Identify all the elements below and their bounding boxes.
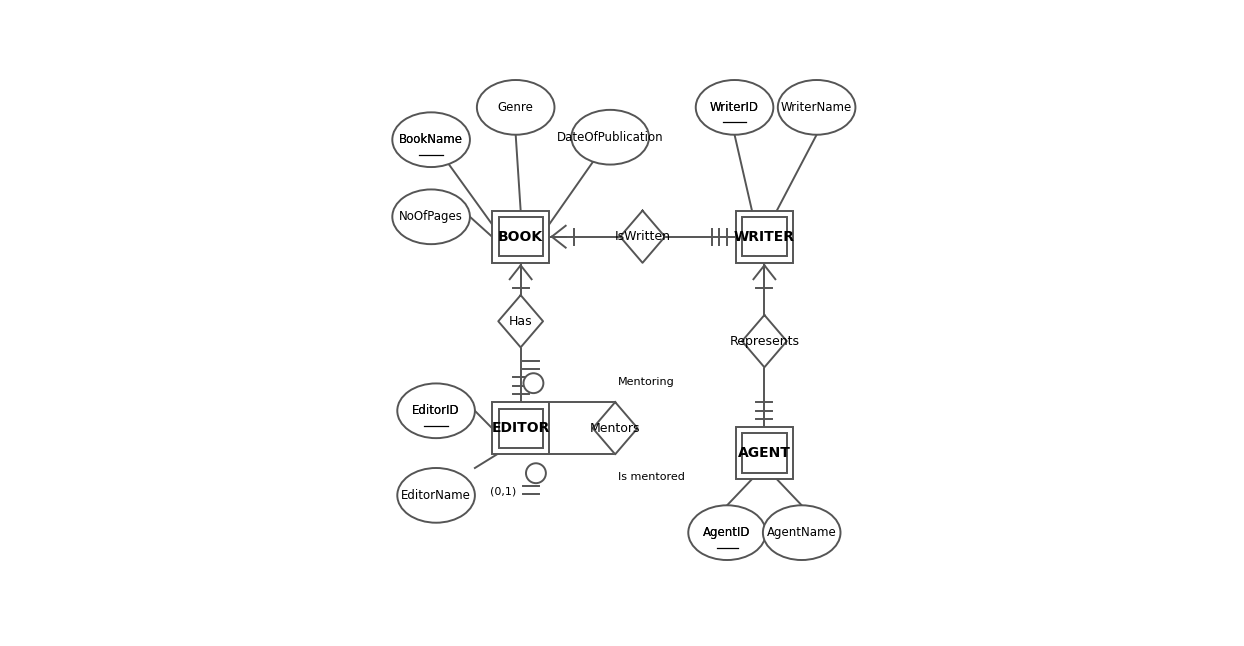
Text: EditorID: EditorID: [412, 404, 460, 417]
Text: Is mentored: Is mentored: [618, 472, 684, 482]
Text: WriterID: WriterID: [710, 101, 759, 114]
Text: DateOfPublication: DateOfPublication: [557, 130, 663, 143]
Ellipse shape: [778, 80, 856, 135]
Bar: [735, 211, 792, 263]
Bar: [493, 211, 550, 263]
Bar: [499, 408, 542, 448]
Text: EditorName: EditorName: [401, 489, 471, 502]
Text: WriterName: WriterName: [781, 101, 852, 114]
Text: WRITER: WRITER: [734, 230, 795, 244]
Polygon shape: [741, 315, 786, 368]
Text: AgentID: AgentID: [703, 526, 751, 539]
Text: BOOK: BOOK: [498, 230, 544, 244]
Text: BookName: BookName: [399, 133, 463, 146]
Text: Mentors: Mentors: [590, 422, 641, 435]
Circle shape: [526, 463, 546, 483]
Polygon shape: [621, 211, 664, 263]
Text: IsWritten: IsWritten: [615, 230, 671, 243]
Ellipse shape: [476, 80, 555, 135]
Ellipse shape: [763, 505, 841, 560]
Bar: [493, 402, 550, 454]
Text: WriterID: WriterID: [710, 101, 759, 114]
Text: Genre: Genre: [498, 101, 534, 114]
Text: Represents: Represents: [729, 335, 800, 348]
Text: EDITOR: EDITOR: [491, 421, 550, 435]
Text: BookName: BookName: [399, 133, 463, 146]
Bar: [743, 433, 786, 473]
Bar: [743, 217, 786, 256]
Text: (0,1): (0,1): [490, 486, 516, 497]
Ellipse shape: [392, 189, 470, 244]
Ellipse shape: [392, 112, 470, 167]
Bar: [735, 427, 792, 479]
Polygon shape: [499, 295, 544, 348]
Bar: [499, 217, 542, 256]
Ellipse shape: [688, 505, 766, 560]
Polygon shape: [593, 402, 638, 454]
Text: EditorID: EditorID: [412, 404, 460, 417]
Text: NoOfPages: NoOfPages: [399, 211, 463, 224]
Text: AgentID: AgentID: [703, 526, 751, 539]
Ellipse shape: [571, 110, 649, 165]
Ellipse shape: [695, 80, 774, 135]
Ellipse shape: [397, 468, 475, 523]
Ellipse shape: [397, 384, 475, 438]
Text: AGENT: AGENT: [738, 446, 791, 460]
Text: Has: Has: [509, 315, 532, 328]
Text: AgentName: AgentName: [766, 526, 836, 539]
Text: Mentoring: Mentoring: [618, 377, 674, 387]
Circle shape: [524, 373, 544, 393]
